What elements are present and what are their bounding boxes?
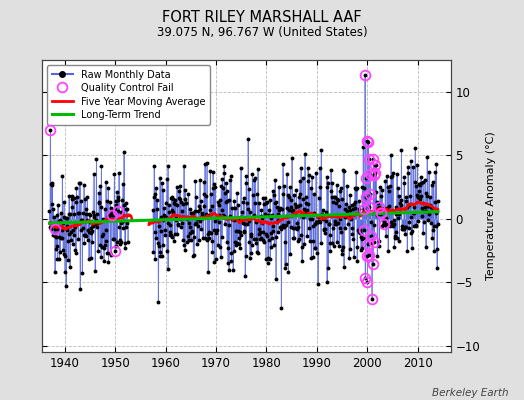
- Y-axis label: Temperature Anomaly (°C): Temperature Anomaly (°C): [486, 132, 496, 280]
- Text: FORT RILEY MARSHALL AAF: FORT RILEY MARSHALL AAF: [162, 10, 362, 25]
- Legend: Raw Monthly Data, Quality Control Fail, Five Year Moving Average, Long-Term Tren: Raw Monthly Data, Quality Control Fail, …: [47, 65, 210, 125]
- Text: 39.075 N, 96.767 W (United States): 39.075 N, 96.767 W (United States): [157, 26, 367, 39]
- Text: Berkeley Earth: Berkeley Earth: [432, 388, 508, 398]
